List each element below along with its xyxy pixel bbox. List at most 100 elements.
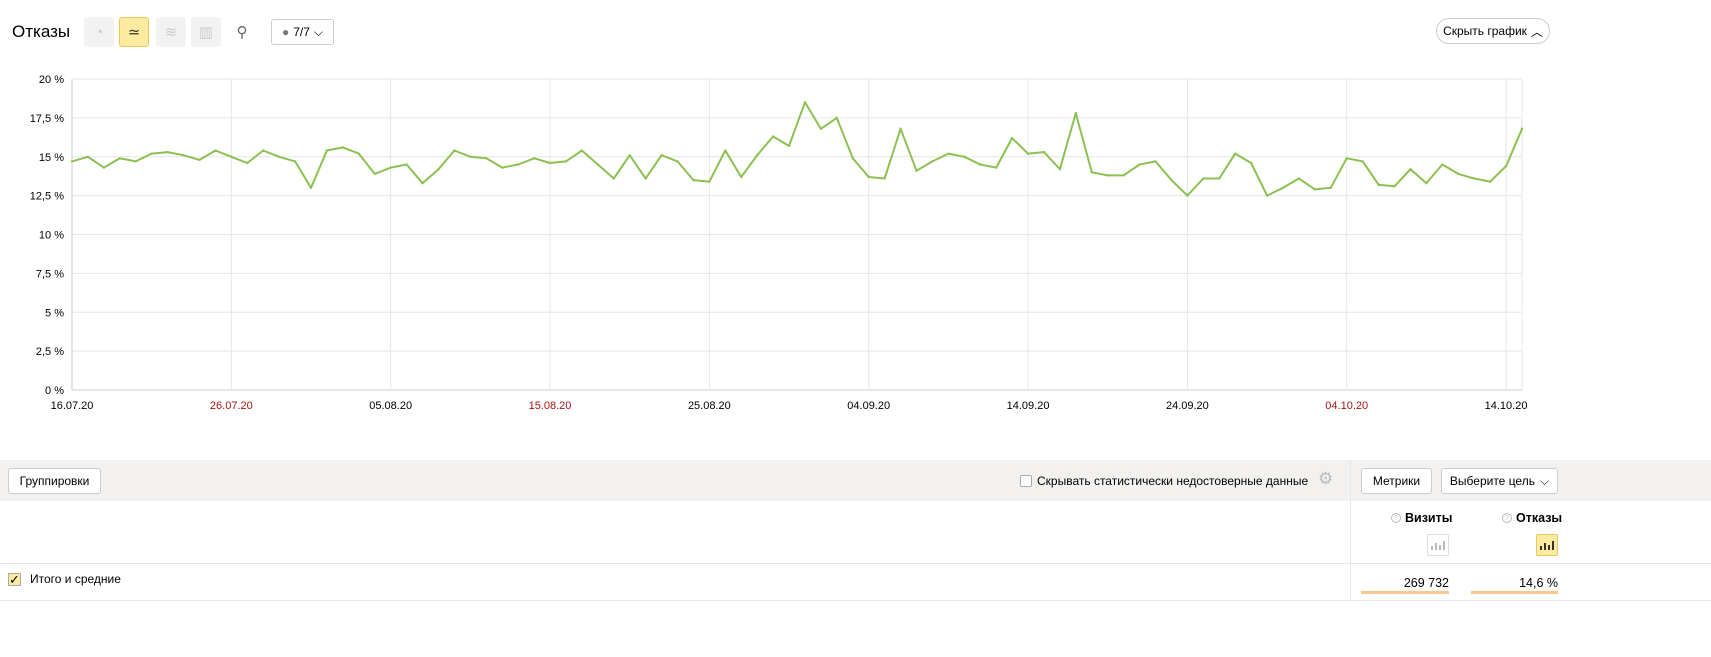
area-chart-button[interactable]: ≋ xyxy=(156,17,186,47)
data-point xyxy=(293,160,297,163)
data-point xyxy=(931,160,934,163)
hide-unreliable-checkbox[interactable] xyxy=(1020,475,1032,487)
y-tick-label: 7,5 % xyxy=(36,268,64,280)
y-tick-label: 0 % xyxy=(45,385,64,397)
bar-chart-icon xyxy=(1431,541,1445,550)
data-point xyxy=(835,116,839,120)
data-point xyxy=(1058,167,1062,171)
data-point xyxy=(612,177,615,180)
pie-chart-icon: ◔ xyxy=(94,23,104,41)
chart-column-toggle[interactable] xyxy=(1536,534,1558,556)
data-point xyxy=(1218,177,1221,180)
column-header-bounces[interactable]: ? Отказы xyxy=(1502,511,1562,525)
data-point xyxy=(963,155,966,158)
x-tick-label: 14.10.20 xyxy=(1485,400,1528,412)
column-divider xyxy=(1350,460,1351,600)
data-point xyxy=(1233,152,1237,155)
data-point xyxy=(437,167,440,171)
data-point xyxy=(198,158,201,162)
data-point xyxy=(660,153,663,157)
table-row: ✓ Итого и средние xyxy=(8,572,121,586)
x-tick-label: 04.10.20 xyxy=(1325,400,1368,412)
data-point xyxy=(230,155,233,158)
x-tick-label: 16.07.20 xyxy=(51,400,94,412)
data-point xyxy=(851,157,854,160)
metrics-label: Метрики xyxy=(1372,474,1421,488)
data-point xyxy=(1042,150,1046,154)
data-point xyxy=(1249,161,1253,165)
data-point xyxy=(1202,177,1205,180)
page-title: Отказы xyxy=(12,22,71,41)
data-point xyxy=(787,144,791,148)
data-point xyxy=(596,163,600,166)
data-point xyxy=(1425,181,1428,185)
bar-chart-button[interactable]: ▥ xyxy=(191,17,221,47)
gear-icon[interactable]: ⚙ xyxy=(1318,469,1334,488)
column-header-visits[interactable]: ? Визиты xyxy=(1391,511,1452,525)
data-point xyxy=(803,101,807,104)
data-point xyxy=(246,161,249,165)
column-label: Визиты xyxy=(1405,511,1453,525)
y-tick-label: 5 % xyxy=(45,307,64,319)
chevron-down-icon: ⌵ xyxy=(1539,473,1550,488)
data-point xyxy=(1138,163,1141,166)
data-point xyxy=(771,135,775,138)
data-point xyxy=(70,160,74,163)
hide-chart-button[interactable]: Скрыть график ︿ xyxy=(1436,18,1550,44)
data-point xyxy=(1026,152,1030,155)
pie-chart-button[interactable]: ◔ xyxy=(84,17,114,47)
hide-chart-label: Скрыть график xyxy=(1443,24,1527,38)
map-pin-icon: ⚲ xyxy=(236,24,248,41)
data-point xyxy=(1488,180,1492,183)
data-point xyxy=(994,166,998,169)
annotations-dropdown[interactable]: ● 7/7 ⌵ xyxy=(271,19,334,45)
data-point xyxy=(277,155,281,158)
data-point xyxy=(453,149,456,152)
annotations-count: 7/7 xyxy=(293,25,310,39)
data-point xyxy=(1441,163,1444,166)
row-checkbox[interactable]: ✓ xyxy=(8,571,21,587)
data-point xyxy=(1520,127,1524,130)
data-point xyxy=(501,166,504,169)
bar-chart-icon: ▥ xyxy=(198,24,214,41)
data-point xyxy=(1504,164,1508,168)
chart-column-toggle[interactable] xyxy=(1427,534,1449,556)
data-point xyxy=(341,146,345,149)
metrics-button[interactable]: Метрики xyxy=(1361,468,1432,494)
data-point xyxy=(516,163,520,166)
data-point xyxy=(692,178,695,182)
data-point xyxy=(1122,174,1125,177)
data-point xyxy=(309,186,313,190)
data-point xyxy=(979,163,982,166)
x-tick-label: 26.07.20 xyxy=(210,400,253,412)
data-point xyxy=(548,161,552,165)
data-point xyxy=(947,152,950,155)
row-label: Итого и средние xyxy=(30,572,121,586)
data-point xyxy=(1329,186,1332,190)
visits-bar xyxy=(1361,591,1449,594)
y-tick-label: 17,5 % xyxy=(30,113,64,125)
goal-select[interactable]: Выберите цель ⌵ xyxy=(1441,468,1558,494)
map-button[interactable]: ⚲ xyxy=(227,17,257,47)
groupings-button[interactable]: Группировки xyxy=(8,468,101,494)
hide-unreliable-toggle[interactable]: Скрывать статистически недостоверные дан… xyxy=(1020,474,1308,488)
x-tick-label: 05.08.20 xyxy=(369,400,412,412)
line-chart: 0 % 2,5 % 5 % 7,5 % 10 % 12,5 % 15 % 17,5 % 20 %… xyxy=(30,74,1528,412)
bounces-value: 14,6 % xyxy=(1519,576,1558,590)
area-chart-icon: ≋ xyxy=(164,24,178,41)
data-point xyxy=(1409,167,1412,171)
y-tick-label: 10 % xyxy=(39,230,64,242)
data-point xyxy=(867,175,870,179)
x-tick-label: 15.08.20 xyxy=(529,400,572,412)
data-point xyxy=(182,153,185,157)
visits-value: 269 732 xyxy=(1403,576,1449,590)
line-chart-icon: ≃ xyxy=(127,24,141,41)
line-chart-button[interactable]: ≃ xyxy=(119,17,149,47)
data-point xyxy=(708,180,711,183)
help-icon[interactable]: ? xyxy=(1502,513,1512,523)
series-line xyxy=(71,101,1523,197)
data-point xyxy=(405,163,408,166)
data-point xyxy=(1170,178,1173,182)
help-icon[interactable]: ? xyxy=(1391,513,1401,523)
data-point xyxy=(724,149,727,152)
